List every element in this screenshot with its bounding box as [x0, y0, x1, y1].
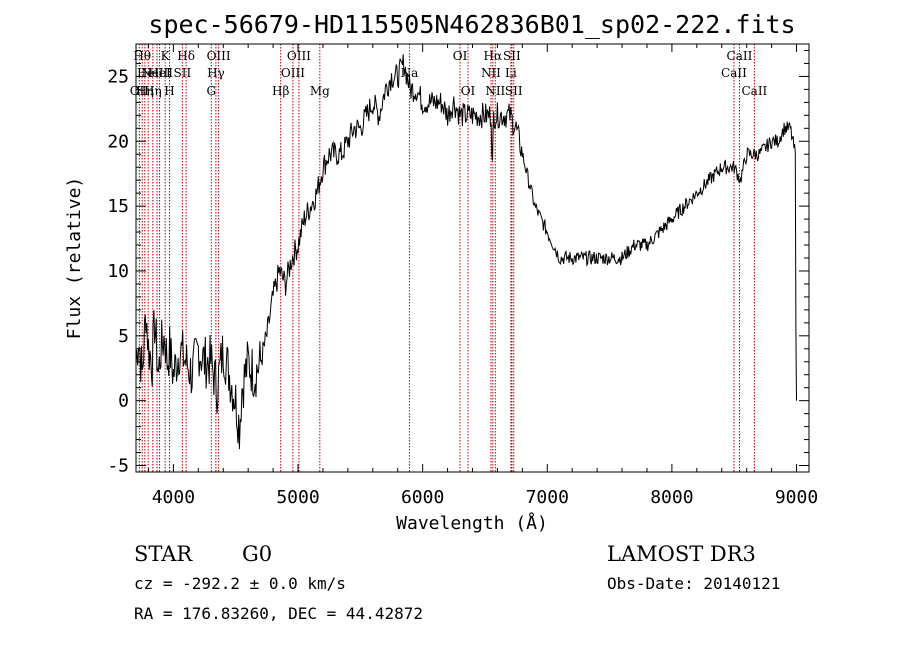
- spectral-line-label: K: [161, 49, 171, 63]
- spectral-line-label: OIII: [287, 49, 311, 63]
- spectral-line-label: NeIII: [141, 66, 173, 80]
- chart-title: spec-56679-HD115505N462836B01_sp02-222.f…: [148, 10, 795, 39]
- coordinates: RA = 176.83260, DEC = 44.42872: [134, 604, 423, 623]
- spectral-line-label: Li: [505, 66, 517, 80]
- spectral-line-label: OI: [461, 84, 476, 98]
- spectral-line-label: Hη: [136, 84, 154, 98]
- spectral-line-label: Hα: [484, 49, 503, 63]
- spectral-line-label: Hγ: [207, 66, 225, 80]
- spectral-line-label: Mg: [310, 84, 330, 98]
- observation-date: Obs-Date: 20140121: [607, 574, 780, 593]
- x-tick-label: 7000: [526, 487, 569, 508]
- y-axis-label: Flux (relative): [64, 177, 85, 340]
- x-tick-label: 6000: [401, 487, 444, 508]
- object-class: STAR: [134, 542, 193, 566]
- y-tick-label: 0: [118, 391, 129, 412]
- spectral-line-label: CaII: [741, 84, 767, 98]
- spectral-line-label: HeI: [148, 66, 171, 80]
- spectral-line-label: NII: [485, 84, 505, 98]
- spectral-line-label: G: [206, 84, 216, 98]
- spectral-line-label: H: [164, 84, 174, 98]
- y-tick-label: 25: [107, 66, 129, 87]
- spectrum-line: [135, 54, 797, 450]
- spectral-line-label: Hβ: [272, 84, 289, 98]
- y-tick-label: 20: [107, 131, 129, 152]
- x-tick-label: 4000: [152, 487, 195, 508]
- x-tick-label: 5000: [276, 487, 319, 508]
- y-axis-ticks: -5 0 5 10 15 20 25: [107, 49, 809, 477]
- redshift-velocity: cz = -292.2 ± 0.0 km/s: [134, 574, 346, 593]
- spectral-line-label: SII: [505, 84, 523, 98]
- spectral-line-label: CaII: [721, 66, 747, 80]
- x-axis-ticks: 4000 5000 6000 7000 8000 9000: [147, 44, 818, 508]
- spectral-line-label: Hθ: [133, 49, 151, 63]
- spectral-line-label: OIII: [207, 49, 231, 63]
- spectral-line-label: OIII: [281, 66, 305, 80]
- y-tick-label: -5: [107, 456, 129, 477]
- spectral-line-label: SII: [174, 66, 192, 80]
- y-tick-label: 5: [118, 326, 129, 347]
- spectral-line-label: Hη: [144, 84, 162, 98]
- spectral-line-label: OI: [453, 49, 468, 63]
- spectral-line-label: OII: [130, 84, 150, 98]
- spectral-line-labels: OIIHθHηHeIHηNeIIIHeIKHSIIHδGHγOIIIHβOIII…: [130, 49, 768, 98]
- x-tick-label: 8000: [650, 487, 693, 508]
- spectral-line-label: Hδ: [177, 49, 195, 63]
- y-tick-label: 15: [107, 196, 129, 217]
- spectral-line-label: CaII: [727, 49, 753, 63]
- plot-frame: [135, 43, 810, 473]
- x-axis-label: Wavelength (Å): [396, 512, 548, 534]
- y-tick-label: 10: [107, 261, 129, 282]
- survey-name: LAMOST DR3: [607, 542, 756, 566]
- spectral-line-label: NII: [481, 66, 501, 80]
- spectral-line-label: SII: [503, 49, 521, 63]
- object-subclass: G0: [242, 542, 272, 566]
- x-tick-label: 9000: [775, 487, 818, 508]
